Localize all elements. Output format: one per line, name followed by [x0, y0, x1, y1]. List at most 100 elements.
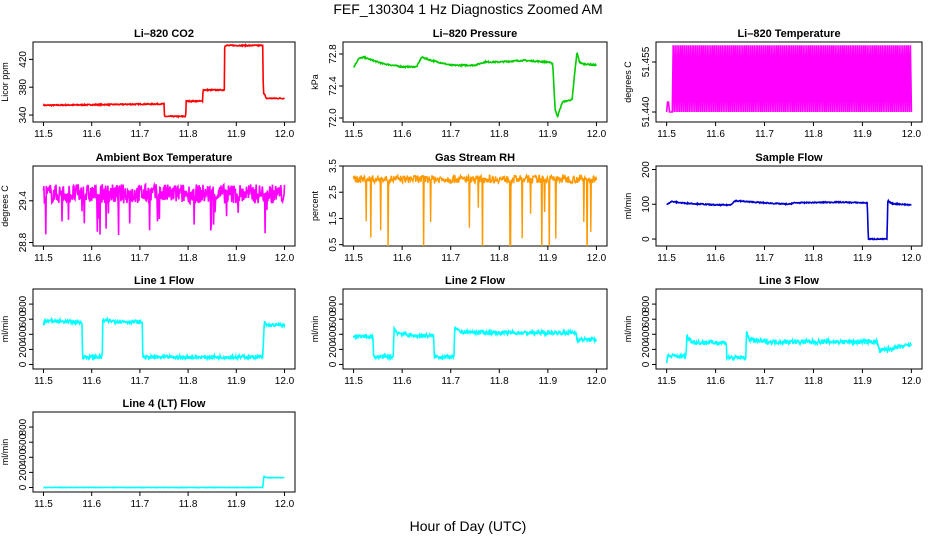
x-tick-label: 11.6: [82, 253, 101, 264]
panel-title: Line 2 Flow: [445, 275, 505, 287]
x-tick-label: 11.5: [34, 499, 53, 510]
y-tick-label: 3.5: [328, 159, 339, 173]
y-tick-label: 28.8: [18, 232, 29, 252]
x-tick-label: 11.8: [804, 129, 823, 140]
y-tick-label: 0: [18, 361, 29, 367]
x-tick-label: 11.8: [490, 376, 509, 387]
x-tick-label: 12.0: [275, 376, 295, 387]
x-tick-label: 11.8: [179, 376, 198, 387]
y-tick-label: 200: [328, 341, 339, 358]
panel-9: Line 3 Flow ml/min 11.5 11.6 11.7 11.8 11.9 12.…: [623, 275, 923, 387]
panel-2: Li–820 Pressure kPa 11.5 11.6 11.7 11.8 11.9 12…: [310, 28, 608, 140]
x-tick-label: 11.9: [538, 253, 557, 264]
y-tick-label: 420: [18, 51, 29, 68]
y-tick-label: 0: [641, 361, 652, 367]
y-tick-label: 0: [328, 361, 339, 367]
x-tick-label: 11.7: [131, 253, 150, 264]
y-tick-label: 200: [18, 341, 29, 358]
plot-frame: [655, 165, 923, 247]
y-axis-label: degrees C: [0, 185, 10, 227]
x-tick-label: 11.5: [34, 129, 53, 140]
y-tick-label: 600: [641, 310, 652, 327]
x-tick-label: 11.8: [490, 129, 509, 140]
x-tick-label: 11.8: [179, 253, 198, 264]
x-tick-label: 11.7: [755, 253, 774, 264]
x-tick-label: 11.6: [393, 253, 412, 264]
y-tick-label: 0: [641, 236, 652, 242]
panel-4: Ambient Box Temperature degrees C 11.5 11.6…: [0, 152, 296, 264]
x-tick-label: 11.9: [853, 376, 872, 387]
y-tick-label: 200: [641, 341, 652, 358]
x-tick-label: 11.7: [755, 376, 774, 387]
y-tick-label: 1.5: [328, 211, 339, 225]
y-axis-label: ml/min: [623, 316, 633, 343]
y-tick-label: 72.4: [328, 76, 339, 96]
y-tick-label: 600: [18, 433, 29, 450]
y-tick-label: 800: [641, 295, 652, 312]
y-tick-label: 72.8: [328, 44, 339, 64]
panel-title: Line 3 Flow: [759, 275, 819, 287]
x-tick-label: 11.9: [227, 129, 246, 140]
plot-frame: [32, 165, 296, 247]
plot-frame: [32, 41, 296, 123]
y-tick-label: 100: [641, 195, 652, 212]
y-tick-label: 600: [18, 310, 29, 327]
y-tick-label: 800: [328, 295, 339, 312]
series-line-sample-flow: [666, 198, 912, 241]
y-tick-label: 400: [18, 326, 29, 343]
panel-title: Gas Stream RH: [435, 152, 515, 164]
panel-3: Li–820 Temperature degrees C 11.5 11.6 11.7 1…: [623, 28, 923, 140]
x-tick-label: 11.6: [706, 253, 725, 264]
x-tick-label: 11.7: [131, 499, 150, 510]
x-tick-label: 11.6: [706, 129, 725, 140]
x-tick-label: 11.6: [393, 376, 412, 387]
y-tick-label: 29.4: [18, 191, 29, 211]
x-tick-label: 11.6: [82, 499, 101, 510]
plot-frame: [342, 288, 608, 370]
x-tick-label: 12.0: [275, 129, 295, 140]
y-axis-label: kPa: [310, 74, 320, 90]
x-tick-label: 11.8: [804, 253, 823, 264]
y-tick-label: 51.440: [641, 96, 652, 127]
y-tick-label: 400: [641, 326, 652, 343]
plot-frame: [655, 288, 923, 370]
x-tick-label: 12.0: [275, 499, 295, 510]
x-tick-label: 11.9: [227, 499, 246, 510]
y-axis-label: percent: [310, 190, 320, 221]
y-tick-label: 200: [18, 464, 29, 481]
series-line-rh: [352, 172, 598, 246]
panel-10: Line 4 (LT) Flow ml/min 11.5 11.6 11.7 11.8 11…: [0, 398, 296, 510]
y-tick-label: 0: [18, 484, 29, 490]
panel-6: Sample Flow ml/min 11.5 11.6 11.7 11.8 11.9 12.…: [623, 152, 923, 264]
x-tick-label: 11.5: [344, 129, 363, 140]
x-tick-label: 11.7: [755, 129, 774, 140]
y-tick-label: 400: [18, 449, 29, 466]
y-axis-label: ml/min: [0, 439, 10, 466]
panel-5: Gas Stream RH percent 11.5 11.6 11.7 11.8 11.9…: [310, 152, 608, 264]
x-tick-label: 11.5: [657, 253, 676, 264]
x-tick-label: 12.0: [902, 253, 922, 264]
x-tick-label: 11.7: [441, 253, 460, 264]
x-tick-label: 11.7: [131, 376, 150, 387]
series-line-box-temp: [42, 181, 286, 236]
x-tick-label: 11.9: [227, 376, 246, 387]
panel-8: Line 2 Flow ml/min 11.5 11.6 11.7 11.8 11.9 12.…: [310, 275, 608, 387]
x-tick-label: 12.0: [587, 253, 607, 264]
x-axis-title: Hour of Day (UTC): [409, 518, 527, 534]
y-tick-label: 2.5: [328, 185, 339, 199]
y-tick-label: 380: [18, 78, 29, 95]
x-tick-label: 11.7: [441, 376, 460, 387]
x-tick-label: 12.0: [902, 129, 922, 140]
series-line-line-3: [665, 331, 912, 364]
panel-title: Li–820 Temperature: [737, 28, 840, 40]
series-line-co2: [42, 42, 285, 119]
y-tick-label: 400: [328, 326, 339, 343]
plot-frame: [655, 41, 923, 123]
x-tick-label: 12.0: [275, 253, 295, 264]
x-tick-label: 11.5: [657, 376, 676, 387]
x-tick-label: 11.7: [441, 129, 460, 140]
x-tick-label: 11.6: [82, 129, 101, 140]
series-line-temperature: [665, 45, 913, 113]
